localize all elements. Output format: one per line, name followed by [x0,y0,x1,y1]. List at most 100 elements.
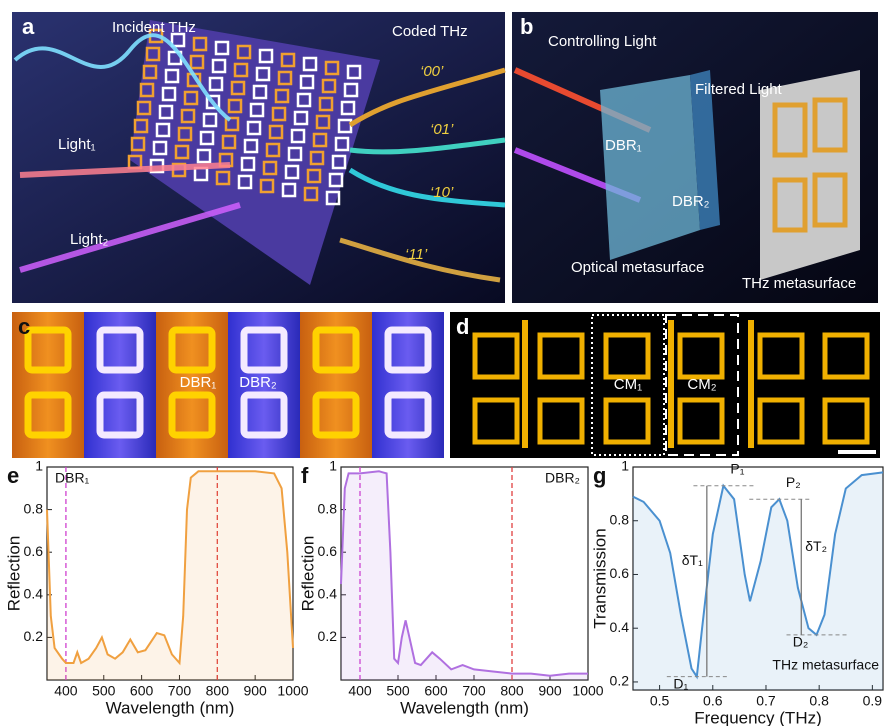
unit-cell [130,136,146,152]
coded-beam [339,237,501,283]
x-tick-label: 0.8 [809,693,829,709]
peak-label: P₂ [786,474,801,490]
resonator [24,391,72,439]
x-tick-label: 1000 [277,683,308,699]
unit-cell [202,112,218,128]
x-tick-label: 0.5 [650,693,670,709]
cell-outline [665,314,739,456]
curve-fill [341,471,588,680]
y-tick-label: 0.8 [318,500,338,516]
unit-cell [258,48,274,64]
coded-beam [349,137,506,155]
x-tick-label: 0.9 [863,693,883,709]
curve [340,470,588,677]
unit-cell [192,36,208,52]
unit-cell [293,110,309,126]
unit-cell [133,118,149,134]
resonator-bar [748,320,754,448]
x-axis-label: Frequency (THz) [694,708,822,726]
resonator [312,326,360,374]
y-tick-label: 0.4 [318,586,338,602]
x-tick-label: 600 [424,683,448,699]
unit-cell [271,106,287,122]
illustration-label: Optical metasurface [571,259,704,276]
x-tick-label: 0.7 [756,693,776,709]
unit-cell [142,64,158,80]
panel-label: d [456,314,469,339]
panel-label: f [301,463,309,488]
unit-cell [214,40,230,56]
illustration-label: Filtered Light [695,81,783,98]
unit-cell [287,146,303,162]
unit-cell [296,92,312,108]
delta-label: δT₂ [805,538,827,554]
illustration-label: DBR₁ [180,374,217,391]
unit-cell [221,134,237,150]
illustration-label: Coded THz [392,23,468,40]
panel-label: b [520,14,533,39]
unit-cell [331,154,347,170]
dbr-slab [600,75,700,260]
resonator [96,391,144,439]
coded-beam [348,167,506,208]
peak-label: D₂ [793,634,809,650]
resonator [240,391,288,439]
resonator-bar [668,320,674,448]
resonator [472,332,520,380]
unit-cell [196,148,212,164]
resonator-bar [522,320,528,448]
resonator [812,97,848,153]
unit-cell [243,138,259,154]
resonator [822,332,870,380]
panel-label: c [18,314,30,339]
unit-cell [346,64,362,80]
unit-cell [155,122,171,138]
y-tick-label: 0.4 [610,619,630,635]
x-tick-label: 900 [538,683,562,699]
unit-cell [177,126,193,142]
resonator [822,397,870,445]
thz-beam [13,33,232,122]
x-tick-label: 800 [500,683,524,699]
unit-cell [334,136,350,152]
unit-cell [230,80,246,96]
unit-cell [183,90,199,106]
x-axis-label: Wavelength (nm) [106,698,235,717]
annotation: DBR₁ [55,470,90,486]
x-tick-label: 700 [462,683,486,699]
unit-cell [255,66,271,82]
resonator [384,326,432,374]
annotation: DBR₂ [545,470,580,486]
unit-cell [265,142,281,158]
code-label: ‘10’ [430,184,454,201]
panel-label: g [593,463,606,488]
unit-cell [343,82,359,98]
curve-fill [47,471,293,680]
unit-cell [170,32,186,48]
illustration-label: Incident THz [112,19,196,36]
unit-cell [328,172,344,188]
y-tick-label: 0.6 [24,543,44,559]
resonator [812,172,848,228]
delta-label: δT₁ [682,552,703,568]
resonator [772,102,808,158]
unit-cell [145,46,161,62]
coded-beam [348,67,506,128]
illustration-label: Light₂ [70,231,109,248]
unit-cell [211,58,227,74]
resonator [240,326,288,374]
cell-outline [591,314,665,456]
code-label: ‘01’ [430,121,454,138]
code-label: ‘00’ [420,63,444,80]
unit-cell [161,86,177,102]
unit-cell [205,94,221,110]
unit-cell [136,100,152,116]
y-tick-label: 0.8 [610,511,630,527]
dbr-slab [690,70,720,230]
unit-cell [280,52,296,68]
unit-cell [237,174,253,190]
panel-d [450,312,880,458]
curve-fill [633,472,883,690]
y-tick-label: 0.2 [24,628,44,644]
resonator [312,391,360,439]
